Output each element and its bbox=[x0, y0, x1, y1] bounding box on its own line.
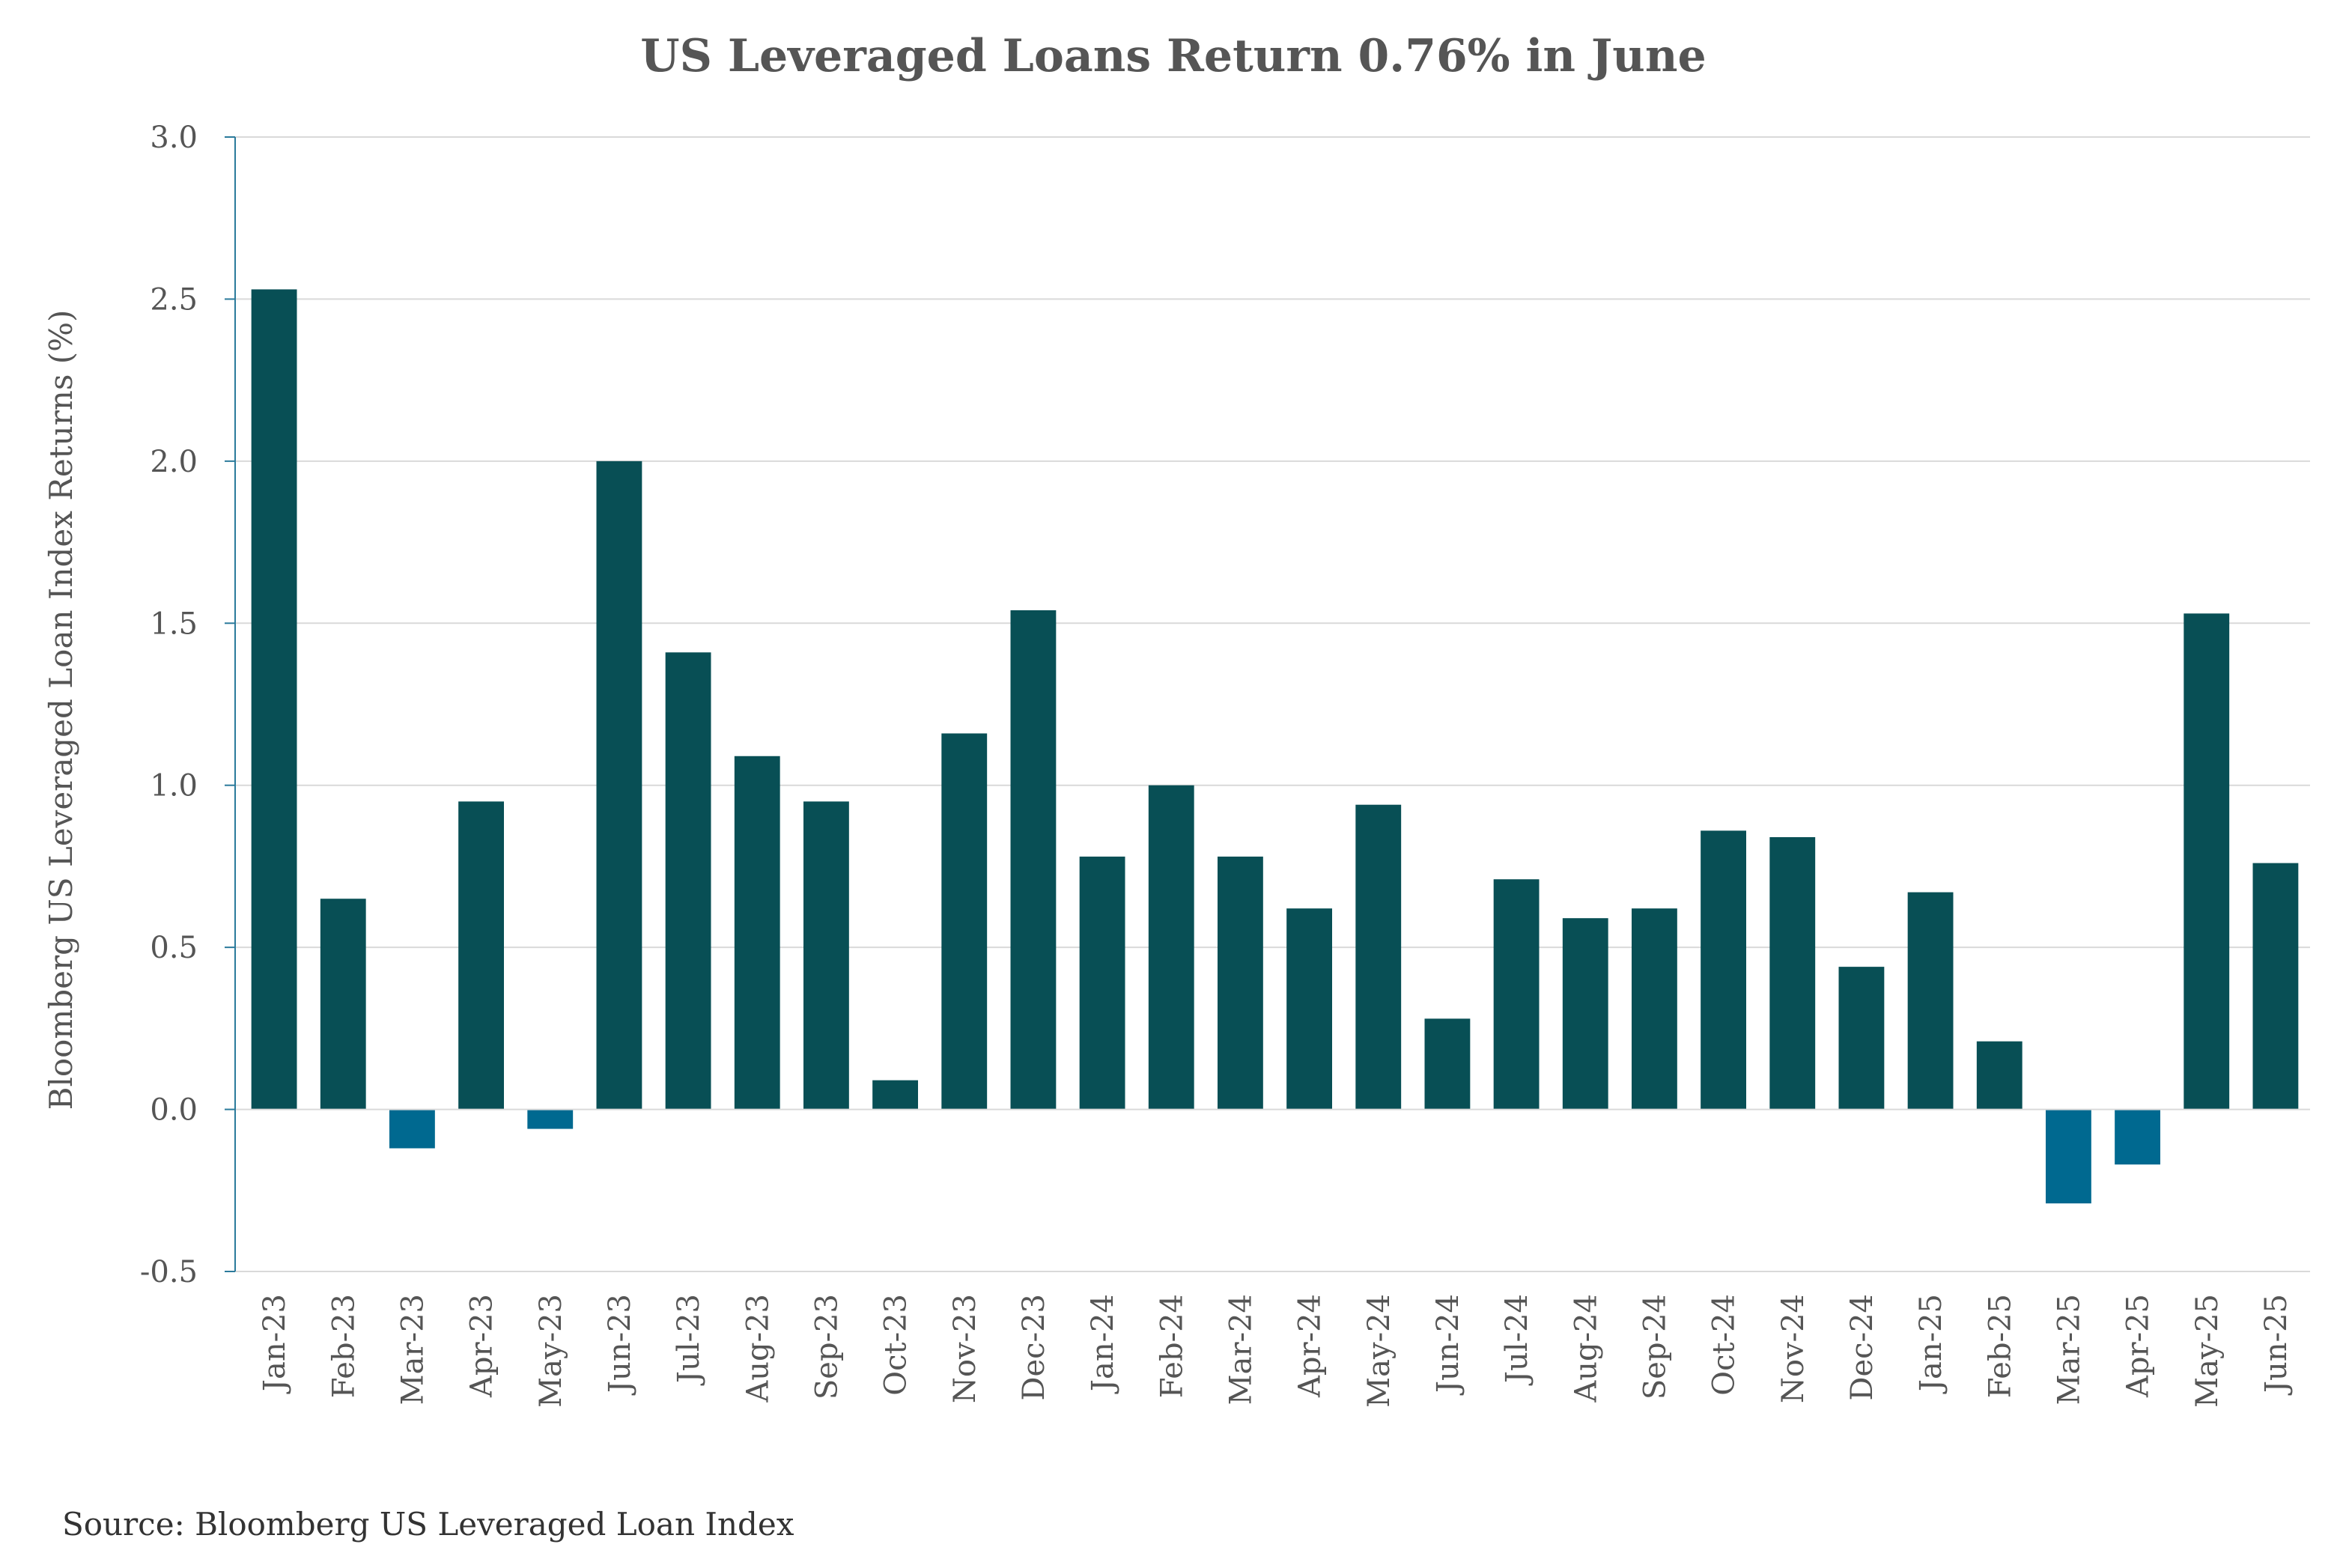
bar bbox=[941, 733, 988, 1110]
y-tick-label: 0.5 bbox=[150, 931, 198, 965]
bar bbox=[458, 801, 504, 1110]
y-axis-label: Bloomberg US Leveraged Loan Index Return… bbox=[43, 310, 79, 1110]
bar bbox=[2115, 1109, 2160, 1165]
bar bbox=[1701, 830, 1746, 1110]
bar bbox=[872, 1080, 918, 1110]
y-tick-label: 0.0 bbox=[150, 1093, 198, 1128]
bar bbox=[1632, 908, 1677, 1110]
x-tick-label: Apr-24 bbox=[1293, 1294, 1328, 1398]
x-tick-label: Mar-23 bbox=[395, 1294, 430, 1405]
y-tick-label: -0.5 bbox=[140, 1255, 198, 1289]
bar bbox=[320, 899, 366, 1110]
bar bbox=[389, 1109, 435, 1149]
y-tick-label: 3.0 bbox=[150, 121, 198, 155]
x-tick-label: Dec-23 bbox=[1017, 1294, 1051, 1401]
bar bbox=[1218, 856, 1263, 1110]
x-tick-label: Aug-23 bbox=[741, 1294, 775, 1403]
x-tick-label: Feb-24 bbox=[1155, 1294, 1189, 1398]
x-tick-label: Mar-24 bbox=[1224, 1294, 1258, 1405]
x-tick-label: Jul-24 bbox=[1500, 1294, 1534, 1386]
bar bbox=[2046, 1109, 2091, 1204]
bar bbox=[1355, 804, 1402, 1110]
y-tick-label: 2.5 bbox=[150, 282, 198, 317]
bar bbox=[1079, 856, 1125, 1110]
x-tick-label: Jun-25 bbox=[2259, 1294, 2294, 1396]
bar bbox=[1976, 1041, 2023, 1110]
y-tick-label: 1.5 bbox=[150, 607, 198, 641]
x-tick-label: Jan-23 bbox=[258, 1294, 292, 1394]
x-tick-label: Jun-23 bbox=[603, 1294, 637, 1396]
bar bbox=[2252, 863, 2299, 1110]
x-tick-label: Feb-23 bbox=[326, 1294, 361, 1398]
x-tick-label: Nov-24 bbox=[1776, 1294, 1811, 1403]
bar bbox=[1010, 610, 1057, 1110]
source-note: Source: Bloomberg US Leveraged Loan Inde… bbox=[62, 1506, 794, 1543]
x-tick-label: Feb-25 bbox=[1983, 1294, 2017, 1398]
bar bbox=[1562, 918, 1608, 1110]
x-tick-label: Jun-24 bbox=[1431, 1294, 1465, 1396]
x-tick-label: May-25 bbox=[2190, 1294, 2225, 1408]
bar bbox=[1493, 879, 1540, 1110]
bar bbox=[1148, 785, 1194, 1110]
x-tick-label: Nov-23 bbox=[948, 1294, 982, 1403]
bar bbox=[2184, 613, 2230, 1110]
x-tick-label: Mar-25 bbox=[2052, 1294, 2086, 1405]
y-axis-ticks: -0.5 0.0 0.5 1.0 1.5 2.0 2.5 3.0 bbox=[140, 121, 235, 1289]
bar bbox=[596, 461, 642, 1110]
x-tick-label: Sep-23 bbox=[809, 1294, 844, 1400]
bar bbox=[527, 1109, 574, 1129]
x-tick-label: May-23 bbox=[534, 1294, 568, 1408]
bar bbox=[1838, 967, 1885, 1110]
x-tick-label: Apr-25 bbox=[2121, 1294, 2156, 1398]
x-tick-label: May-24 bbox=[1362, 1294, 1397, 1408]
y-tick-label: 1.0 bbox=[150, 769, 198, 803]
x-tick-label: Jul-23 bbox=[672, 1294, 706, 1386]
bar bbox=[1769, 836, 1816, 1110]
x-tick-label: Jan-24 bbox=[1086, 1294, 1120, 1394]
x-axis-ticks: Jan-23 Feb-23 Mar-23 Apr-23 May-23 Jun-23 Jul-… bbox=[258, 1294, 2294, 1408]
y-tick-label: 2.0 bbox=[150, 445, 198, 479]
bar bbox=[734, 756, 780, 1110]
x-tick-label: Jan-25 bbox=[1914, 1294, 1948, 1394]
gridlines bbox=[235, 136, 2310, 1272]
bar bbox=[1907, 892, 1954, 1110]
x-tick-label: Oct-23 bbox=[879, 1294, 914, 1396]
bars bbox=[251, 289, 2299, 1204]
bar bbox=[665, 652, 711, 1110]
bar bbox=[1424, 1018, 1471, 1110]
x-tick-label: Apr-23 bbox=[465, 1294, 499, 1398]
bar bbox=[251, 289, 297, 1110]
bar bbox=[803, 801, 849, 1110]
x-tick-label: Aug-24 bbox=[1569, 1294, 1603, 1403]
x-tick-label: Dec-24 bbox=[1845, 1294, 1879, 1401]
chart-title: US Leveraged Loans Return 0.76% in June bbox=[640, 30, 1706, 82]
x-tick-label: Sep-24 bbox=[1638, 1294, 1672, 1400]
bar bbox=[1286, 908, 1332, 1110]
x-tick-label: Oct-24 bbox=[1707, 1294, 1742, 1396]
